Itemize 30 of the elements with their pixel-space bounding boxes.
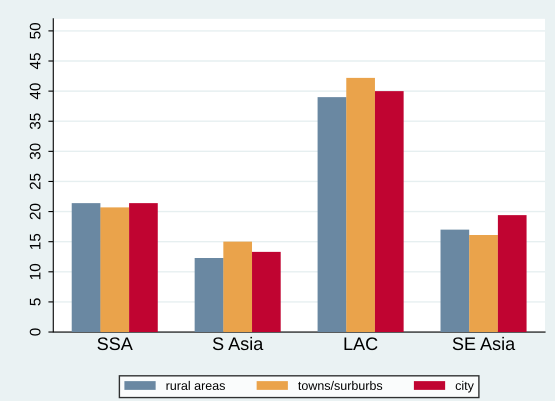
bar: [72, 203, 100, 332]
y-tick-label: 50: [30, 22, 41, 39]
bar: [498, 215, 527, 332]
bar: [469, 235, 498, 332]
x-tick-label: SE Asia: [452, 336, 516, 350]
bar: [194, 258, 224, 332]
legend-label: city: [456, 380, 474, 393]
bar: [100, 207, 130, 332]
bar: [223, 242, 252, 332]
legend-label: rural areas: [166, 380, 225, 390]
x-tick-label: S Asia: [212, 336, 264, 350]
bar: [440, 230, 470, 332]
y-tick-label: 0: [30, 328, 41, 336]
y-tick-label: 25: [30, 174, 41, 190]
bar: [318, 97, 346, 332]
legend-label: towns/surburbs: [298, 380, 382, 390]
y-tick-label: 5: [30, 298, 41, 306]
bar: [374, 91, 404, 332]
y-tick-label: 35: [30, 113, 41, 130]
bar: [129, 203, 158, 332]
x-tick-label: LAC: [344, 337, 378, 350]
bar: [252, 252, 281, 332]
y-tick-label: 10: [30, 264, 41, 280]
bar: [346, 78, 375, 332]
y-tick-label: 20: [30, 204, 41, 220]
y-tick-label: 45: [30, 53, 41, 70]
y-tick-label: 30: [30, 143, 41, 160]
y-tick-label: 15: [30, 234, 41, 250]
y-tick-label: 40: [30, 83, 41, 100]
x-tick-label: SSA: [98, 337, 133, 350]
